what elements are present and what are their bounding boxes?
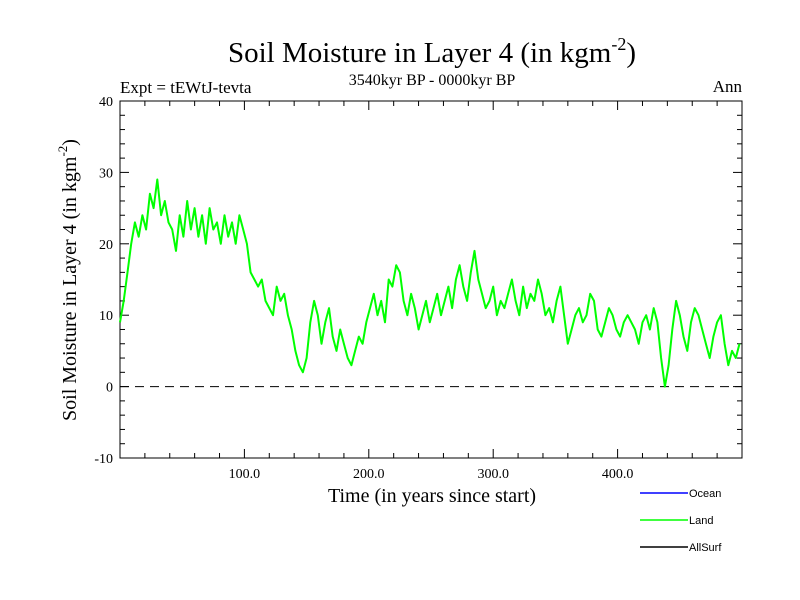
legend: Ocean Land AllSurf — [640, 488, 722, 554]
y-tick-label: 30 — [99, 166, 113, 181]
x-axis-ticks: 100.0 200.0 300.0 400.0 — [144, 101, 718, 482]
plot-frame — [119, 100, 743, 459]
legend-label-ocean: Ocean — [689, 488, 721, 500]
y-tick-label: -10 — [94, 452, 113, 467]
legend-label-allsurf: AllSurf — [689, 542, 722, 554]
x-tick-label: 400.0 — [602, 467, 634, 482]
series-line-land — [119, 178, 741, 388]
y-axis-ticks: -10 0 10 20 30 40 — [94, 95, 742, 467]
experiment-label: Expt = tEWtJ-tevta — [120, 78, 252, 97]
y-axis-label: Soil Moisture in Layer 4 (in kgm-2) — [55, 139, 81, 421]
x-axis-label: Time (in years since start) — [328, 485, 536, 507]
chart-title: Soil Moisture in Layer 4 (in kgm-2) — [228, 34, 636, 69]
legend-label-land: Land — [689, 515, 713, 527]
x-tick-label: 200.0 — [353, 467, 385, 482]
chart-title-superscript: -2 — [611, 34, 626, 54]
x-tick-label: 300.0 — [477, 467, 509, 482]
y-axis-label-superscript: -2 — [55, 146, 70, 157]
y-tick-label: 0 — [106, 381, 113, 396]
y-tick-label: 20 — [99, 238, 113, 253]
season-label: Ann — [713, 77, 743, 96]
y-tick-label: 10 — [99, 309, 113, 324]
series-group — [119, 178, 741, 388]
y-tick-label: 40 — [99, 95, 113, 110]
time-range-label: 3540kyr BP - 0000kyr BP — [349, 72, 516, 89]
x-tick-label: 100.0 — [229, 467, 261, 482]
